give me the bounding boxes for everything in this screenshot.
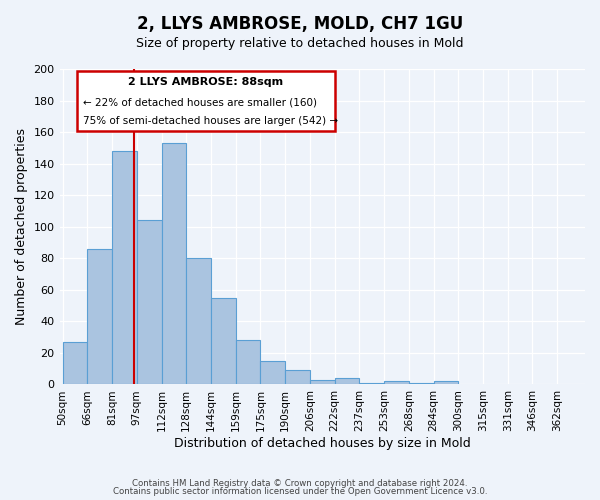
Bar	[335, 378, 359, 384]
Bar	[211, 298, 236, 384]
Bar	[186, 258, 211, 384]
Bar	[112, 151, 137, 384]
Bar	[236, 340, 260, 384]
Y-axis label: Number of detached properties: Number of detached properties	[15, 128, 28, 325]
Text: Contains public sector information licensed under the Open Government Licence v3: Contains public sector information licen…	[113, 487, 487, 496]
Text: ← 22% of detached houses are smaller (160): ← 22% of detached houses are smaller (16…	[83, 98, 317, 108]
Bar	[310, 380, 335, 384]
Bar	[285, 370, 310, 384]
Bar	[359, 383, 384, 384]
X-axis label: Distribution of detached houses by size in Mold: Distribution of detached houses by size …	[174, 437, 470, 450]
Text: 2, LLYS AMBROSE, MOLD, CH7 1GU: 2, LLYS AMBROSE, MOLD, CH7 1GU	[137, 15, 463, 33]
Bar	[62, 342, 88, 384]
Bar	[434, 382, 458, 384]
Bar	[260, 361, 285, 384]
Text: 75% of semi-detached houses are larger (542) →: 75% of semi-detached houses are larger (…	[83, 116, 338, 126]
Text: 2 LLYS AMBROSE: 88sqm: 2 LLYS AMBROSE: 88sqm	[128, 77, 283, 87]
Bar	[161, 143, 186, 384]
Bar	[88, 249, 112, 384]
Text: Size of property relative to detached houses in Mold: Size of property relative to detached ho…	[136, 38, 464, 51]
Bar	[137, 220, 161, 384]
Bar	[409, 383, 434, 384]
FancyBboxPatch shape	[77, 70, 335, 130]
Bar	[384, 382, 409, 384]
Text: Contains HM Land Registry data © Crown copyright and database right 2024.: Contains HM Land Registry data © Crown c…	[132, 478, 468, 488]
